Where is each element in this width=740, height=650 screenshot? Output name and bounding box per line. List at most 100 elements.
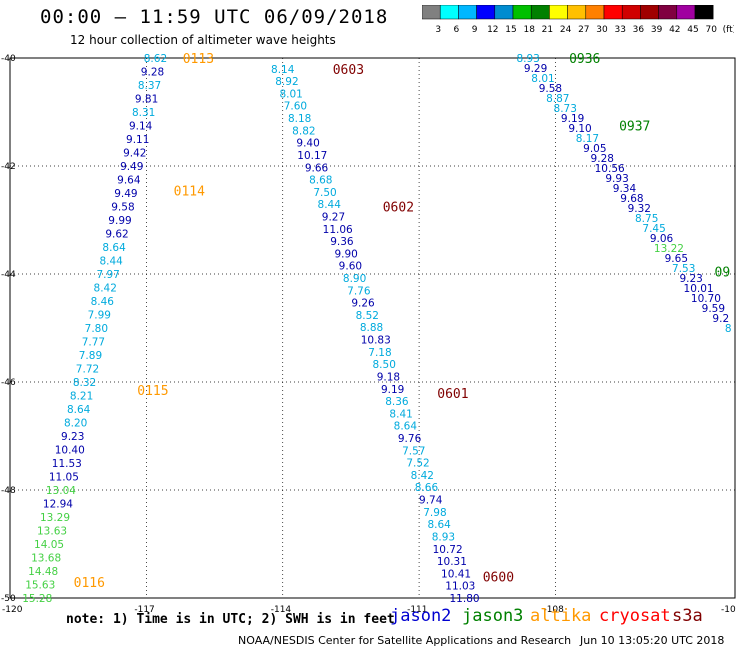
map-title: 00:00 — 11:59 UTC 06/09/2018	[40, 6, 389, 28]
map-frame	[9, 57, 736, 599]
colorbar-label: 45	[687, 25, 698, 35]
wave-height-value: 8.87	[546, 93, 569, 105]
wave-height-value: 7.57	[402, 445, 425, 457]
pass-time-label: 0936	[569, 52, 600, 67]
wave-height-value: 10.01	[684, 283, 714, 295]
wave-height-value: 8.64	[427, 519, 451, 531]
wave-height-value: 11.53	[52, 458, 82, 470]
wave-height-value: 9.74	[419, 495, 443, 507]
colorbar-label: 70	[705, 25, 717, 35]
wave-height-value: 9.34	[613, 183, 637, 195]
wave-height-value: 9.62	[105, 229, 128, 241]
wave-height-value: 9.36	[330, 236, 354, 248]
wave-height-value: 7.77	[82, 337, 105, 349]
pass-time-label: 09	[715, 265, 731, 280]
wave-height-value: 9.27	[322, 211, 345, 223]
pass-time-label: 0600	[483, 570, 514, 585]
wave-height-value: 8.52	[356, 310, 379, 322]
satellite-legend-jason2: jason2	[390, 606, 452, 626]
colorbar-label: (ft)	[723, 25, 734, 35]
wave-height-value: 8.64	[102, 242, 126, 254]
latitude-label: -42	[1, 162, 16, 172]
wave-height-value: 8.20	[64, 418, 87, 430]
latitude-label: -40	[1, 54, 16, 64]
wave-height-value: 7.72	[76, 364, 99, 376]
wave-height-value: 13.22	[654, 243, 684, 255]
latitude-label: -44	[1, 270, 16, 280]
jason3-track: 8.939.298.019.588.878.739.199.108.179.05…	[516, 53, 731, 335]
pass-time-label: 0113	[183, 52, 214, 67]
wave-height-value: 9.65	[665, 253, 688, 265]
colorbar-swatch	[694, 5, 714, 20]
latitude-label: -46	[1, 378, 16, 388]
wave-height-value: 8.68	[309, 175, 332, 187]
wave-height-value: 7.18	[368, 347, 391, 359]
wave-height-value: 8.73	[554, 103, 577, 115]
wave-height-value: 8.75	[635, 213, 658, 225]
credit-text: NOAA/NESDIS Center for Satellite Applica…	[238, 634, 572, 647]
pass-time-label: 0115	[137, 384, 168, 399]
map-subtitle: 12 hour collection of altimeter wave hei…	[70, 33, 336, 47]
wave-height-value: 9.40	[296, 138, 319, 150]
longitude-label: -120	[2, 605, 23, 615]
longitude-label: -117	[134, 605, 154, 615]
wave-height-value: 11.06	[323, 224, 353, 236]
wave-height-value: 7.80	[85, 323, 108, 335]
latitude-label: -48	[1, 486, 16, 496]
wave-height-value: 9.19	[561, 113, 584, 125]
wave-height-value: 8.92	[275, 76, 298, 88]
wave-height-value: 9.29	[524, 63, 547, 75]
wave-height-value: 8.31	[132, 107, 155, 119]
wave-height-value: 8.44	[318, 199, 342, 211]
wave-height-value: 10.83	[361, 335, 391, 347]
wave-height-value: 8.41	[389, 408, 412, 420]
wave-height-value: 8.37	[138, 80, 161, 92]
wave-height-value: 9.66	[305, 162, 329, 174]
wave-height-value: 10.56	[595, 163, 625, 175]
colorbar-label: 21	[542, 25, 553, 35]
altika-track: 8.629.288.379.818.319.149.119.429.499.64…	[22, 53, 167, 605]
wave-height-value: 9.14	[129, 121, 153, 133]
colorbar-label: 30	[596, 25, 608, 35]
pass-time-label: 0116	[74, 576, 105, 591]
pass-time-label: 0603	[333, 63, 364, 78]
wave-height-value: 7.89	[79, 350, 102, 362]
wave-height-value: 9.23	[61, 431, 84, 443]
wave-height-value: 9.68	[620, 193, 643, 205]
wave-height-value: 9.05	[583, 143, 606, 155]
satellite-legend-altika: altika	[530, 606, 592, 626]
wave-height-value: 13.63	[37, 526, 67, 538]
wave-height-value: 11.80	[450, 593, 480, 605]
pass-time-label: 0602	[383, 201, 414, 216]
wave-height-value: 9.19	[381, 384, 404, 396]
wave-height-value: 8.21	[70, 391, 93, 403]
wave-height-value: 14.48	[28, 566, 58, 578]
wave-height-value: 9.60	[339, 261, 362, 273]
wave-height-value: 10.72	[433, 544, 463, 556]
wave-height-value: 13.04	[46, 485, 76, 497]
wave-height-value: 9.28	[591, 153, 614, 165]
colorbar-label: 36	[633, 25, 645, 35]
longitude-label: -10	[721, 605, 736, 615]
longitude-label: -114	[271, 605, 292, 615]
wave-height-value: 8.42	[411, 470, 434, 482]
wave-height-value: 9.42	[123, 148, 146, 160]
wave-height-value: 7.98	[423, 507, 446, 519]
wave-height-value: 9.26	[351, 298, 375, 310]
wave-height-value: 8	[725, 323, 732, 335]
generation-date: Jun 10 13:05:20 UTC 2018	[580, 634, 725, 647]
wave-height-value: 8.01	[531, 73, 554, 85]
pass-time-label: 0114	[174, 184, 205, 199]
wave-height-value: 9.99	[108, 215, 131, 227]
wave-height-value: 13.68	[31, 553, 61, 565]
colorbar-label: 18	[523, 25, 535, 35]
colorbar-label: 42	[669, 25, 680, 35]
wave-height-value: 9.28	[141, 67, 164, 79]
colorbar-label: 33	[614, 25, 625, 35]
wave-height-value: 9.11	[126, 134, 149, 146]
wave-height-value: 8.50	[373, 359, 396, 371]
wave-height-value: 9.81	[135, 94, 158, 106]
wave-height-value: 8.88	[360, 322, 383, 334]
wave-height-value: 8.64	[394, 421, 418, 433]
